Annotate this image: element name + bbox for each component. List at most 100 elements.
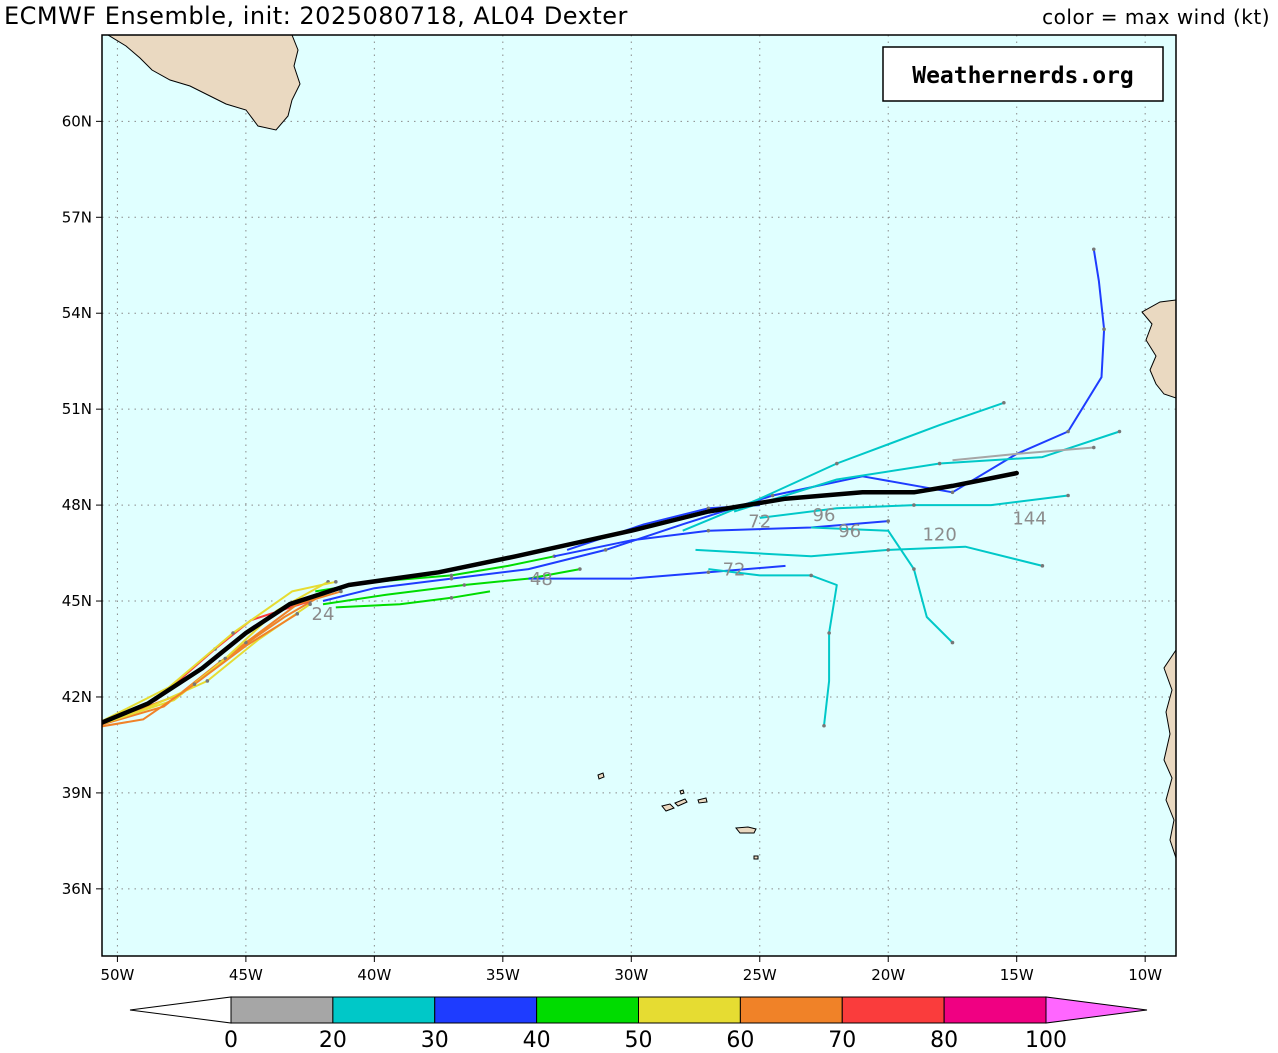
track-point [1040,564,1045,568]
track-point [886,548,891,552]
lat-tick-label: 48N [62,496,92,514]
lat-tick-label: 39N [62,784,92,802]
lat-tick-label: 45N [62,592,92,610]
lat-tick-label: 51N [62,400,92,418]
lon-tick-label: 45W [229,966,263,984]
ireland-landmass [1141,299,1176,399]
plot-frame [101,34,1177,957]
track-point [706,528,711,533]
chart-title: ECMWF Ensemble, init: 2025080718, AL04 D… [4,2,628,30]
landmasses [107,35,1176,860]
forecast-hour-label: 144 [1012,508,1046,529]
colorbar-tick-label: 30 [421,1028,449,1053]
track-point [827,631,831,635]
member-track [952,446,1094,462]
track-point [334,580,338,584]
track-point [308,602,312,607]
lon-tick-label: 35W [486,966,520,984]
ensemble-mean-track [102,470,1019,725]
lon-tick-label: 25W [743,966,777,984]
colorbar-tick-label: 60 [726,1028,754,1053]
azores-flores [597,772,605,780]
colorbar-bin [230,996,334,1024]
track-point [449,576,454,581]
colorbar-caption: color = max wind (kt) [1042,5,1270,29]
lon-tick-label: 30W [614,966,648,984]
track-point [1091,445,1096,450]
track-point [950,640,955,645]
watermark-text: Weathernerds.org [912,63,1134,89]
track-point [1091,247,1096,252]
track-point [809,573,813,578]
longitude-axis: 50W 45W 40W 35W 30W 25W 20W 15W 10W [100,956,1162,984]
azores-santa-maria [753,855,759,860]
forecast-hour-label: 72 [723,559,746,580]
member-track [528,564,786,580]
lat-tick-label: 42N [62,688,92,706]
forecast-hour-label: 96 [838,521,861,542]
azores-central-islands [661,789,708,812]
iberia-landmass [1163,649,1176,859]
track-point [449,573,454,578]
colorbar-bin [332,996,436,1024]
track-point [937,461,942,466]
ocean-background [102,35,1176,956]
graticule [102,35,1176,956]
track-point [1066,493,1070,498]
lon-tick-label: 40W [357,966,391,984]
track-point [886,519,891,523]
colorbar-bin [536,996,639,1024]
colorbar-tick-label: 70 [828,1028,856,1053]
track-point [912,567,916,571]
track-point [244,640,248,645]
lon-tick-label: 50W [100,966,134,984]
forecast-hour-label: 96 [813,505,836,526]
colorbar-tick-label: 100 [1025,1028,1067,1053]
forecast-hour-label: 120 [922,524,956,545]
colorbar-bin [434,996,538,1024]
track-point [822,723,826,728]
lon-tick-label: 20W [871,966,905,984]
colorbar-under-arrow [129,996,232,1024]
track-point [449,596,454,600]
track-point [1117,429,1122,434]
lat-tick-label: 60N [62,112,92,130]
colorbar-bin [841,996,945,1024]
lat-tick-label: 36N [62,880,92,898]
colorbar-tick-label: 20 [319,1028,347,1053]
colorbar-bin [943,996,1047,1024]
latitude-axis: 60N 57N 54N 51N 48N 45N 42N 39N 36N [62,112,102,898]
colorbar-bin [739,996,843,1024]
track-point [1102,327,1106,332]
track-point [192,682,197,686]
track-point [950,490,955,495]
colorbar-bin [638,996,741,1024]
colorbar-tick-label: 0 [224,1028,238,1053]
colorbar: 0 20 30 40 50 60 70 80 100 [129,996,1148,1053]
watermark-box: Weathernerds.org [882,46,1164,102]
lon-tick-label: 10W [1128,966,1162,984]
member-track [708,568,838,726]
forecast-hour-label: 48 [530,569,553,590]
track-point [339,589,343,594]
track-point [706,570,711,575]
lon-tick-label: 15W [1000,966,1034,984]
colorbar-over-arrow [1045,996,1148,1024]
track-point [578,567,582,571]
member-track [335,590,491,609]
azores-sao-miguel [735,826,757,834]
colorbar-tick-label: 80 [930,1028,958,1053]
lat-tick-label: 54N [62,304,92,322]
track-point [205,679,210,683]
forecast-hour-label: 24 [312,604,335,625]
forecast-hour-label: 72 [748,511,771,532]
track-point [1066,429,1070,434]
track-point [770,493,775,498]
track-point [912,503,916,507]
colorbar-tick-label: 40 [523,1028,551,1053]
track-point [295,612,300,616]
track-point [1002,400,1006,405]
mean-track-line [102,470,1019,725]
